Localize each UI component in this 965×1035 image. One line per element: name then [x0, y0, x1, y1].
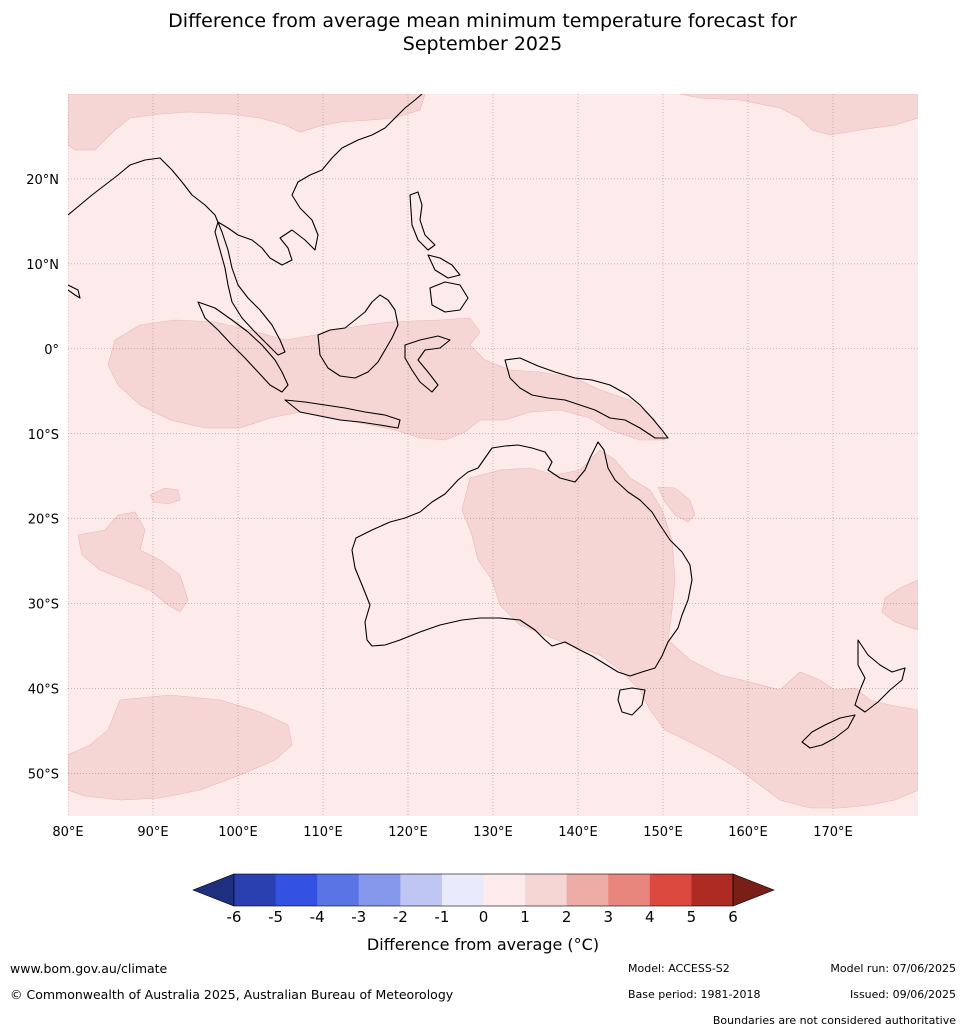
coastline-india: [68, 284, 81, 299]
title-line-2: September 2025: [402, 33, 563, 55]
footer-disclaimer: Boundaries are not considered authoritat…: [712, 1014, 956, 1027]
colorbar-label: 4: [645, 908, 655, 926]
coastline-new-guinea: [504, 357, 669, 439]
coastline-sulawesi: [404, 335, 451, 393]
colorbar-frame: [233, 873, 734, 907]
colorbar-label: -6: [227, 908, 242, 926]
anomaly-region-small-west: [149, 487, 181, 505]
longitude-label: 90°E: [137, 825, 168, 840]
latitude-label: 30°S: [28, 598, 59, 613]
coastline-visayas: [427, 254, 461, 279]
colorbar-segment: [608, 874, 651, 906]
longitude-tick-labels: 80°E 90°E 100°E 110°E 120°E 130°E 140°E 150°E 16…: [52, 825, 852, 840]
anomaly-region-pacific-ne: [679, 94, 918, 136]
longitude-label: 130°E: [473, 825, 513, 840]
colorbar-segment: [691, 874, 734, 906]
longitude-label: 110°E: [303, 825, 343, 840]
colorbar-segment: [358, 874, 401, 906]
coastline-tasmania: [617, 687, 646, 716]
longitude-label: 150°E: [643, 825, 683, 840]
coastline-asia: [68, 94, 423, 356]
latitude-label: 0°: [44, 343, 59, 358]
map-title: Difference from average mean minimum tem…: [0, 10, 965, 56]
coastlines: [68, 94, 906, 749]
colorbar-segment: [649, 874, 692, 906]
colorbar-title: Difference from average (°C): [367, 935, 599, 954]
anomaly-region-tasman-east: [881, 579, 918, 631]
colorbar-segment: [400, 874, 443, 906]
colorbar-segment: [234, 874, 277, 906]
colorbar-label: 3: [603, 908, 613, 926]
coastline-nz-south: [801, 714, 856, 749]
footer-website[interactable]: www.bom.gov.au/climate: [10, 961, 168, 976]
colorbar-label: -2: [393, 908, 408, 926]
colorbar-label: -3: [351, 908, 366, 926]
anomaly-region-west-indian: [77, 511, 189, 613]
coastline-mindanao: [429, 281, 469, 313]
colorbar-segment: [275, 874, 318, 906]
coastline-java: [284, 399, 401, 429]
latitude-label: 20°N: [26, 173, 59, 188]
latitude-label: 50°S: [28, 768, 59, 783]
footer-copyright: © Commonwealth of Australia 2025, Austra…: [10, 987, 454, 1002]
anomaly-region-coral-sea: [657, 486, 696, 523]
colorbar-label: -4: [310, 908, 325, 926]
longitude-label: 170°E: [813, 825, 853, 840]
latitude-tick-labels: 20°N 10°N 0° 10°S 20°S 30°S 40°S 50°S: [26, 173, 59, 783]
graticule: [68, 94, 918, 816]
latitude-label: 10°S: [28, 428, 59, 443]
colorbar-segment: [566, 874, 609, 906]
latitude-label: 40°S: [28, 683, 59, 698]
anomaly-regions: [68, 94, 918, 809]
colorbar-label: 1: [520, 908, 530, 926]
colorbar: [192, 873, 775, 907]
colorbar-label: 2: [562, 908, 572, 926]
colorbar-segment: [441, 874, 484, 906]
colorbar-over-arrow: [732, 873, 775, 907]
longitude-label: 80°E: [52, 825, 83, 840]
longitude-label: 140°E: [558, 825, 598, 840]
longitude-label: 160°E: [728, 825, 768, 840]
latitude-label: 20°S: [28, 513, 59, 528]
colorbar-under-arrow: [192, 873, 235, 907]
longitude-label: 120°E: [388, 825, 428, 840]
colorbar-label: -5: [268, 908, 283, 926]
map-content: [68, 94, 918, 816]
colorbar-tick-labels: -6 -5 -4 -3 -2 -1 0 1 2 3 4 5 6: [227, 908, 738, 926]
colorbar-segment: [483, 874, 526, 906]
coastline-nz-north: [854, 639, 906, 713]
coastline-sumatra: [197, 301, 289, 393]
longitude-label: 100°E: [218, 825, 258, 840]
latitude-label: 10°N: [26, 258, 59, 273]
footer-issued: Issued: 09/06/2025: [849, 988, 956, 1001]
title-line-1: Difference from average mean minimum tem…: [168, 10, 797, 32]
footer-base-period: Base period: 1981-2018: [628, 988, 761, 1001]
colorbar-label: -1: [434, 908, 449, 926]
footer-model: Model: ACCESS-S2: [628, 962, 730, 975]
coastline-borneo: [317, 294, 399, 379]
colorbar-label: 6: [728, 908, 738, 926]
colorbar-segment: [525, 874, 568, 906]
footer-model-run: Model run: 07/06/2025: [830, 962, 956, 975]
colorbar-segment: [317, 874, 360, 906]
colorbar-label: 5: [687, 908, 697, 926]
coastline-luzon: [409, 191, 436, 251]
coastline-australia: [351, 441, 693, 677]
colorbar-label: 0: [479, 908, 489, 926]
